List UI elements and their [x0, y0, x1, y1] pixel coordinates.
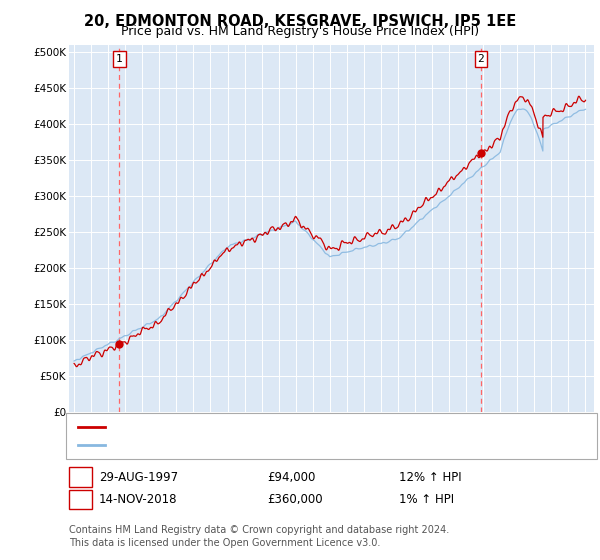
Text: 1: 1 — [77, 470, 84, 484]
Text: 1% ↑ HPI: 1% ↑ HPI — [399, 493, 454, 506]
Text: £94,000: £94,000 — [267, 470, 316, 484]
Text: 20, EDMONTON ROAD, KESGRAVE, IPSWICH, IP5 1EE: 20, EDMONTON ROAD, KESGRAVE, IPSWICH, IP… — [84, 14, 516, 29]
Text: 12% ↑ HPI: 12% ↑ HPI — [399, 470, 461, 484]
Text: 1: 1 — [116, 54, 123, 64]
Text: 14-NOV-2018: 14-NOV-2018 — [99, 493, 178, 506]
Text: Contains HM Land Registry data © Crown copyright and database right 2024.
This d: Contains HM Land Registry data © Crown c… — [69, 525, 449, 548]
Text: HPI: Average price, detached house, East Suffolk: HPI: Average price, detached house, East… — [111, 440, 383, 450]
Text: 29-AUG-1997: 29-AUG-1997 — [99, 470, 178, 484]
Text: Price paid vs. HM Land Registry's House Price Index (HPI): Price paid vs. HM Land Registry's House … — [121, 25, 479, 38]
Text: £360,000: £360,000 — [267, 493, 323, 506]
Text: 2: 2 — [77, 493, 84, 506]
Text: 2: 2 — [478, 54, 484, 64]
Text: 20, EDMONTON ROAD, KESGRAVE, IPSWICH, IP5 1EE (detached house): 20, EDMONTON ROAD, KESGRAVE, IPSWICH, IP… — [111, 422, 505, 432]
